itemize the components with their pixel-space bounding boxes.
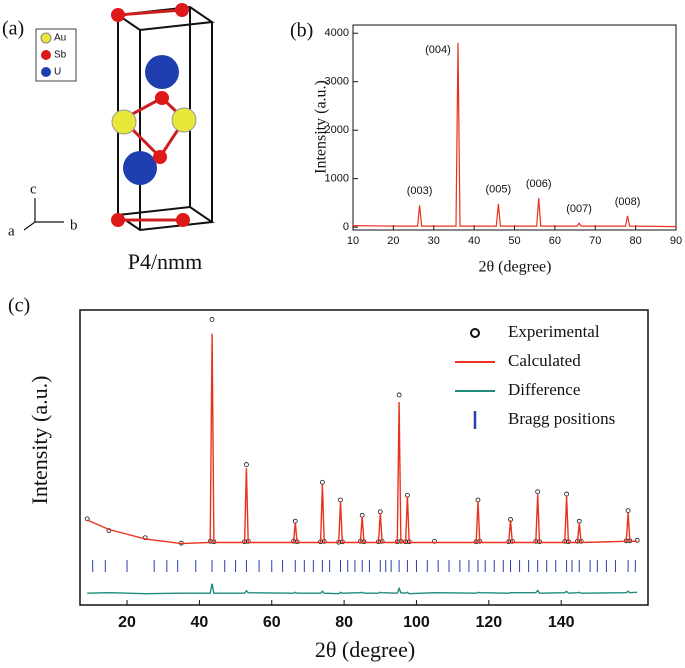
x-tick-label: 60 xyxy=(549,235,561,247)
y-tick-label: 2000 xyxy=(325,124,349,136)
data-point xyxy=(396,392,402,398)
data-point xyxy=(432,538,437,544)
legend-label: Calculated xyxy=(508,351,581,370)
atom-sb xyxy=(155,91,169,105)
atom-sb xyxy=(175,3,189,17)
peak-annotation: (003) xyxy=(407,185,433,197)
axis-name: c xyxy=(30,181,37,197)
data-point xyxy=(209,317,215,322)
peak-annotation: (007) xyxy=(566,203,592,215)
data-point xyxy=(244,462,249,467)
y-tick-label: 4000 xyxy=(325,27,349,39)
legend-swatch xyxy=(470,328,480,338)
peak-annotation: (004) xyxy=(425,44,451,56)
data-line xyxy=(352,42,677,228)
peak-annotation: (006) xyxy=(526,178,552,190)
x-tick-label: 60 xyxy=(263,614,281,631)
atom-sb xyxy=(111,8,125,22)
data-point xyxy=(535,489,541,495)
x-tick-label: 20 xyxy=(387,235,399,247)
x-axis-title: 2θ (degree) xyxy=(479,259,552,276)
x-tick-label: 20 xyxy=(118,614,136,631)
atom-u xyxy=(123,151,157,185)
x-tick-label: 90 xyxy=(670,235,682,247)
atom-sb xyxy=(153,150,167,164)
axes-icon xyxy=(23,198,64,231)
x-axis-title: 2θ (degree) xyxy=(315,637,415,662)
axis-name: b xyxy=(70,217,78,233)
y-tick-label: 3000 xyxy=(325,76,349,88)
x-tick-label: 80 xyxy=(630,235,642,247)
data-line xyxy=(86,333,638,545)
x-tick-label: 100 xyxy=(403,614,430,631)
legend-label: Bragg positions xyxy=(508,409,615,428)
plot-frame xyxy=(79,309,649,606)
unit-cell xyxy=(115,5,215,232)
legend-label: Sb xyxy=(54,50,67,61)
x-tick-label: 40 xyxy=(190,614,208,631)
atom-sb xyxy=(111,213,125,227)
x-tick-label: 70 xyxy=(589,235,601,247)
data-line xyxy=(87,583,638,595)
data-point xyxy=(564,491,569,497)
atom-au xyxy=(171,107,197,133)
data-point xyxy=(625,508,631,514)
x-tick-label: 10 xyxy=(347,235,359,247)
space-group: P4/nmm xyxy=(128,249,203,274)
y-tick-label: 1000 xyxy=(325,173,349,185)
legend-label: Difference xyxy=(508,380,580,399)
x-tick-label: 50 xyxy=(508,235,520,247)
data-point xyxy=(634,537,640,543)
panel-label: (a) xyxy=(2,18,24,40)
legend-swatch xyxy=(40,32,52,44)
legend-label: Au xyxy=(54,33,66,44)
x-tick-label: 30 xyxy=(428,235,440,247)
legend-label: Experimental xyxy=(508,322,600,341)
legend-label: U xyxy=(54,67,61,78)
peak-annotation: (008) xyxy=(615,196,641,208)
data-point xyxy=(84,516,90,522)
y-axis-title: Intensity (a.u.) xyxy=(313,80,330,174)
panel-label: (b) xyxy=(290,20,313,42)
y-tick-label: 0 xyxy=(343,221,349,233)
x-tick-label: 120 xyxy=(475,614,502,631)
atom-u xyxy=(145,55,179,89)
panel-label: (c) xyxy=(8,295,30,317)
structure-panel: (a) Au Sb U c a b xyxy=(2,3,215,274)
atom-au xyxy=(111,109,137,135)
axis-name: a xyxy=(8,223,15,239)
x-tick-label: 140 xyxy=(548,614,575,631)
x-tick-label: 80 xyxy=(335,614,353,631)
peak-annotation: (005) xyxy=(486,184,512,196)
atom-sb xyxy=(176,213,190,227)
x-tick-label: 40 xyxy=(468,235,480,247)
legend-swatch xyxy=(41,67,51,77)
data-point xyxy=(319,479,325,485)
legend-swatch xyxy=(41,50,51,60)
y-axis-title: Intensity (a.u.) xyxy=(27,376,52,505)
